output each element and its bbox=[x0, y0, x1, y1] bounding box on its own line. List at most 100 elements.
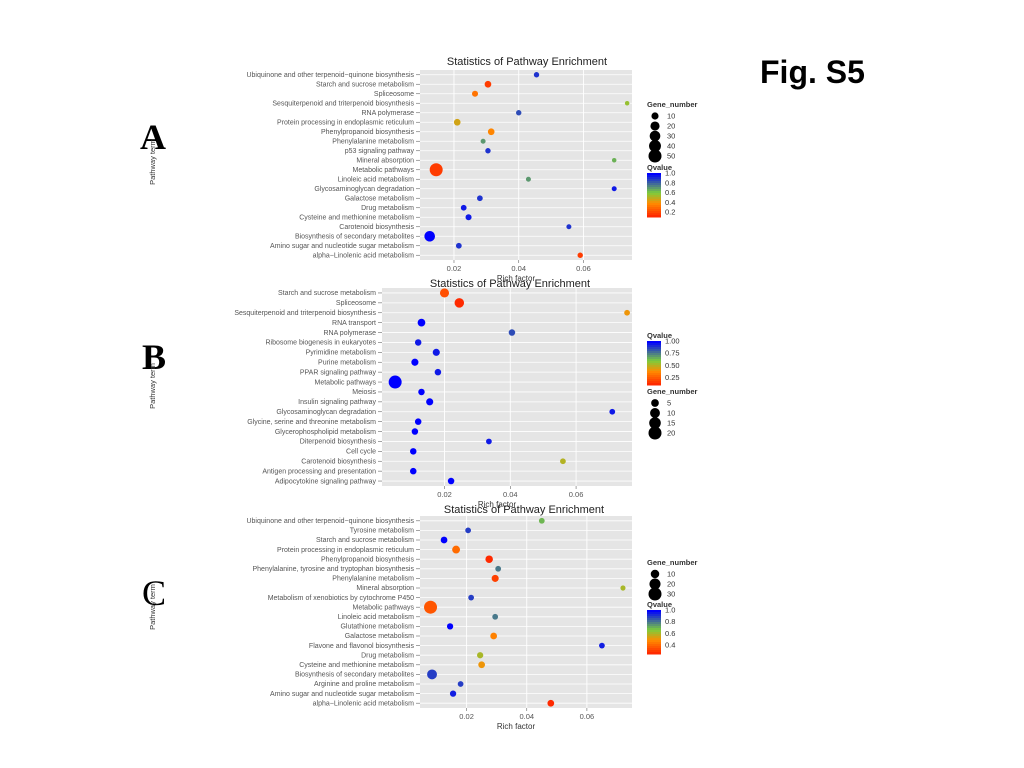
color-legend-segment bbox=[647, 373, 661, 376]
data-point bbox=[388, 375, 402, 389]
data-point bbox=[411, 358, 419, 366]
color-legend-title: Qvalue bbox=[647, 163, 672, 172]
color-legend-label: 0.25 bbox=[665, 373, 680, 382]
data-point bbox=[516, 110, 522, 116]
y-tick-label: alpha−Linolenic acid metabolism bbox=[313, 252, 415, 259]
y-tick-label: Cysteine and methionine metabolism bbox=[299, 214, 414, 221]
color-legend-segment bbox=[647, 187, 661, 190]
y-axis-label: Pathway term bbox=[148, 584, 157, 630]
y-tick-label: Insulin signaling pathway bbox=[298, 399, 376, 406]
size-legend-key bbox=[651, 399, 659, 407]
y-tick-label: PPAR signaling pathway bbox=[300, 369, 377, 376]
data-point bbox=[566, 224, 572, 230]
color-legend-segment bbox=[647, 351, 661, 354]
y-tick-label: Glycosaminoglycan degradation bbox=[276, 409, 376, 416]
color-legend-segment bbox=[647, 612, 661, 615]
y-tick-label: Ribosome biogenesis in eukaryotes bbox=[265, 340, 376, 347]
data-point bbox=[468, 594, 474, 601]
color-legend-segment bbox=[647, 183, 661, 186]
color-legend-segment bbox=[647, 341, 661, 344]
y-tick-label: Sesquiterpenoid and triterpenoid biosynt… bbox=[272, 100, 414, 107]
data-point bbox=[439, 288, 450, 298]
chart-panel-b: Statistics of Pathway Enrichment Starch a… bbox=[148, 278, 698, 509]
y-tick-label: Flavone and flavonol biosynthesis bbox=[309, 643, 415, 650]
y-tick-label: Biosynthesis of secondary metabolites bbox=[295, 233, 415, 240]
color-legend-segment bbox=[647, 199, 661, 202]
data-point bbox=[609, 408, 616, 415]
size-legend-key bbox=[648, 587, 662, 601]
y-tick-label: Phenylpropanoid biosynthesis bbox=[321, 556, 415, 563]
data-point bbox=[465, 527, 471, 534]
y-axis-label: Pathway term bbox=[148, 139, 157, 185]
color-legend-segment bbox=[647, 175, 661, 178]
color-legend-segment bbox=[647, 207, 661, 210]
color-legend-label: 0.2 bbox=[665, 208, 675, 217]
data-point bbox=[424, 600, 438, 614]
plot-background bbox=[420, 516, 632, 708]
color-legend-title: Qvalue bbox=[647, 331, 672, 340]
x-tick-label: 0.04 bbox=[511, 264, 526, 273]
size-legend-label: 15 bbox=[667, 419, 675, 428]
color-legend-segment bbox=[647, 177, 661, 180]
color-legend-segment bbox=[647, 185, 661, 188]
color-legend-segment bbox=[647, 191, 661, 194]
size-legend-label: 30 bbox=[667, 132, 675, 141]
size-legend-key bbox=[649, 578, 661, 590]
y-tick-label: Metabolism of xenobiotics by cytochrome … bbox=[268, 595, 414, 602]
y-tick-label: Arginine and proline metabolism bbox=[314, 681, 414, 688]
x-tick-label: 0.06 bbox=[580, 712, 595, 721]
size-legend-label: 50 bbox=[667, 152, 675, 161]
y-tick-label: Amino sugar and nucleotide sugar metabol… bbox=[270, 691, 414, 698]
panel-letter-b: B bbox=[142, 337, 167, 377]
y-tick-label: Antigen processing and presentation bbox=[262, 468, 376, 475]
data-point bbox=[440, 536, 448, 544]
color-legend-segment bbox=[647, 616, 661, 619]
color-legend-segment bbox=[647, 383, 661, 386]
data-point bbox=[426, 398, 434, 406]
color-legend-label: 1.0 bbox=[665, 606, 675, 615]
size-legend-key bbox=[649, 417, 661, 429]
y-tick-label: Starch and sucrose metabolism bbox=[278, 290, 376, 297]
y-tick-label: Adipocytokine signaling pathway bbox=[275, 478, 377, 485]
data-point bbox=[477, 195, 483, 202]
y-tick-label: Mineral absorption bbox=[356, 585, 414, 592]
color-legend-segment bbox=[647, 355, 661, 358]
data-point bbox=[449, 690, 457, 697]
color-legend-label: 0.6 bbox=[665, 188, 675, 197]
y-tick-label: Metabolic pathways bbox=[315, 379, 377, 386]
data-point bbox=[434, 368, 442, 376]
y-tick-label: Drug metabolism bbox=[361, 652, 414, 659]
color-legend-segment bbox=[647, 205, 661, 208]
y-tick-label: Phenylalanine metabolism bbox=[332, 138, 414, 145]
y-tick-label: Ubiquinone and other terpenoid−quinone b… bbox=[246, 518, 414, 525]
data-point bbox=[547, 699, 555, 707]
x-tick-label: 0.06 bbox=[576, 264, 591, 273]
data-point bbox=[560, 458, 566, 465]
x-tick-label: 0.02 bbox=[447, 264, 462, 273]
size-legend-label: 40 bbox=[667, 142, 675, 151]
color-legend-segment bbox=[647, 377, 661, 380]
color-legend-segment bbox=[647, 197, 661, 200]
data-point bbox=[477, 652, 484, 659]
y-tick-label: Cysteine and methionine metabolism bbox=[299, 662, 414, 669]
data-point bbox=[508, 329, 516, 336]
color-legend-segment bbox=[647, 347, 661, 350]
size-legend-label: 10 bbox=[667, 570, 675, 579]
color-legend-segment bbox=[647, 189, 661, 192]
color-legend-segment bbox=[647, 359, 661, 362]
size-legend-title: Gene_number bbox=[647, 100, 698, 109]
color-legend-label: 0.4 bbox=[665, 641, 675, 650]
data-point bbox=[411, 428, 419, 435]
color-legend-segment bbox=[647, 624, 661, 627]
x-axis-label: Rich factor bbox=[497, 722, 536, 731]
color-legend-segment bbox=[647, 630, 661, 633]
color-legend-label: 0.50 bbox=[665, 361, 680, 370]
y-tick-label: Purine metabolism bbox=[318, 359, 376, 366]
data-point bbox=[533, 72, 540, 78]
size-legend-key bbox=[649, 130, 661, 142]
y-tick-label: Mineral absorption bbox=[356, 157, 414, 164]
data-point bbox=[525, 176, 531, 182]
color-legend-segment bbox=[647, 365, 661, 368]
data-point bbox=[624, 100, 630, 106]
data-point bbox=[495, 565, 502, 572]
